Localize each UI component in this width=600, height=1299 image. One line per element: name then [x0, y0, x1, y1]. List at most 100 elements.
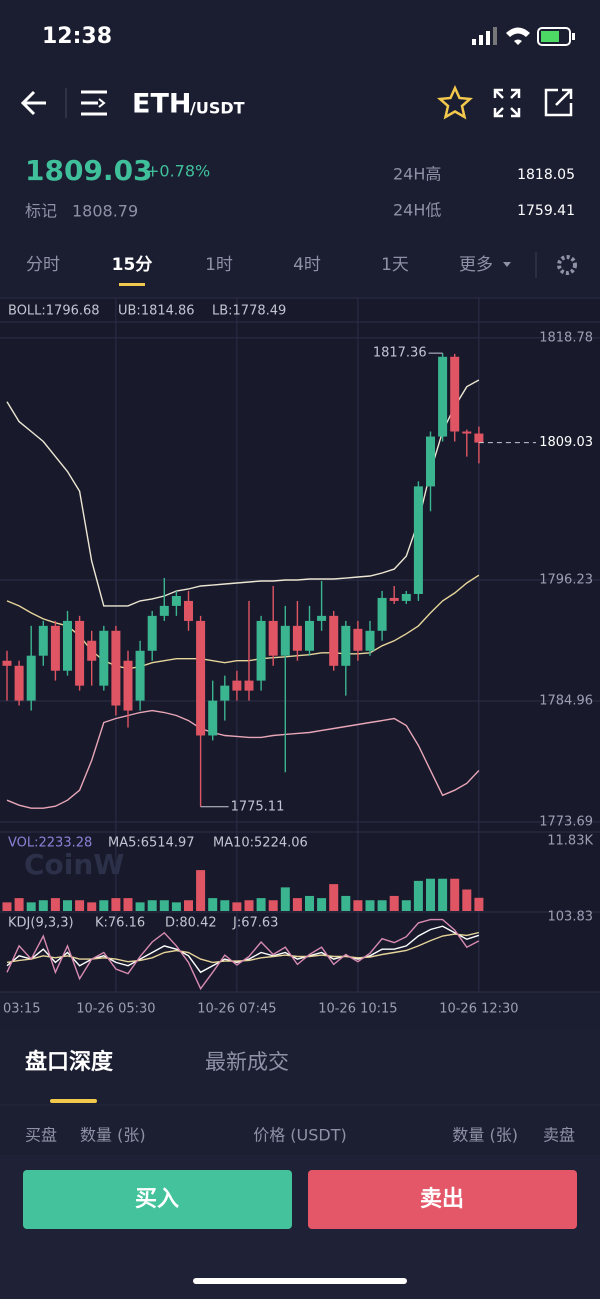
price-change: +0.78% — [146, 162, 210, 181]
volume-bar — [438, 878, 448, 911]
candle-body — [401, 593, 411, 601]
volume-bar — [196, 870, 206, 911]
candle-body — [244, 680, 254, 691]
candle-body — [208, 700, 218, 736]
sell-button[interactable]: 卖出 — [308, 1170, 577, 1229]
buy-button[interactable]: 买入 — [23, 1170, 292, 1229]
buy-button-bg[interactable] — [23, 1170, 292, 1229]
mark-label: 标记 — [25, 202, 57, 221]
indicator-label: MA10:5224.06 — [213, 836, 308, 851]
candle-body — [413, 486, 423, 594]
y-tick-label: 11.83K — [547, 834, 593, 849]
menu-button[interactable] — [81, 90, 107, 116]
volume-bar — [75, 900, 85, 911]
fullscreen-button[interactable] — [493, 88, 521, 118]
candle-body — [135, 650, 145, 701]
sell-label[interactable]: 卖出 — [420, 1186, 464, 1212]
home-indicator — [193, 1278, 407, 1284]
sell-button-bg[interactable] — [308, 1170, 577, 1229]
volume-bar — [365, 900, 375, 911]
y-tick-label: 1796.23 — [539, 573, 593, 588]
watermark: CoinW — [24, 848, 124, 881]
candle-body — [438, 356, 448, 437]
candle-body — [377, 597, 387, 631]
last-price-tag — [536, 433, 596, 452]
volume-bar — [111, 898, 121, 911]
volume-bar — [305, 895, 314, 911]
indicator-title: KDJ(9,3,3) — [8, 916, 74, 931]
status-icons — [472, 27, 575, 46]
boll-line — [6, 574, 480, 670]
volume-bar — [377, 900, 387, 911]
candle-body — [99, 630, 109, 686]
candle-body — [220, 685, 230, 701]
volume-bar — [135, 902, 145, 911]
tab-indicator — [50, 1099, 97, 1103]
volume-bar — [462, 889, 472, 911]
pair-quote[interactable]: /USDT — [190, 99, 245, 118]
candle-body — [184, 600, 193, 621]
y-tick-label: 103.83 — [548, 910, 594, 925]
orderbook-tab-active[interactable]: 盘口深度 — [25, 1049, 114, 1075]
last-price-label: 1809.03 — [539, 435, 593, 450]
volume-bar — [353, 900, 363, 911]
low-label: 24H低 — [393, 201, 441, 220]
candle-body — [159, 605, 169, 616]
orderbook-tab[interactable]: 最新成交 — [205, 1050, 289, 1074]
buy-label[interactable]: 买入 — [135, 1187, 179, 1212]
candle-body — [38, 625, 48, 656]
candle-body — [63, 620, 72, 671]
volume-bar — [184, 900, 193, 911]
volume-bar — [341, 895, 351, 911]
volume-bar — [401, 900, 411, 911]
boll-line — [6, 709, 480, 809]
column-header: 价格 (USDT) — [253, 1126, 347, 1145]
share-button[interactable] — [544, 88, 573, 117]
candle-body — [111, 630, 121, 706]
legend-label: UB:1814.86 — [118, 304, 195, 319]
dropdown-caret — [503, 262, 511, 267]
high-label: 24H高 — [393, 165, 441, 184]
interval-more[interactable]: 更多 — [459, 255, 493, 275]
volume-bar — [329, 884, 339, 911]
back-button[interactable] — [20, 90, 46, 116]
low-24h: 1759.41 — [517, 203, 575, 219]
candle-body — [317, 615, 327, 621]
candle-body — [171, 596, 181, 606]
volume-bar — [2, 902, 12, 911]
candle-body — [256, 620, 266, 681]
candle-body — [450, 356, 460, 432]
interval-tab[interactable]: 4时 — [293, 255, 321, 275]
interval-tab[interactable]: 1时 — [205, 255, 233, 275]
candle-body — [389, 597, 399, 601]
volume-bar — [171, 902, 181, 911]
interval-tab-active[interactable]: 15分 — [112, 255, 153, 275]
volume-bar — [280, 887, 290, 911]
volume-bar — [413, 880, 423, 911]
interval-tab[interactable]: 分时 — [26, 255, 60, 275]
legend-label: LB:1778.49 — [212, 304, 286, 319]
legend-label: BOLL:1796.68 — [8, 304, 100, 319]
candle-body — [353, 628, 363, 651]
column-header: 数量 (张) — [80, 1126, 146, 1145]
candle-body — [50, 625, 60, 671]
volume-bar — [14, 898, 24, 911]
volume-bar — [38, 900, 48, 911]
settings-button[interactable] — [557, 255, 577, 275]
min-label: 1775.11 — [231, 799, 285, 814]
candle-body — [26, 655, 36, 701]
candle-body — [123, 660, 133, 711]
y-tick-label: 1818.78 — [539, 330, 593, 345]
y-tick-label: 1784.96 — [539, 694, 593, 709]
volume-bar — [268, 900, 278, 911]
active-indicator — [119, 283, 145, 286]
candle-body — [462, 431, 472, 434]
indicator-label: MA5:6514.97 — [108, 836, 195, 851]
interval-tab[interactable]: 1天 — [381, 255, 409, 275]
pair-base[interactable]: ETH — [132, 89, 191, 120]
x-tick-label: 03:15 — [3, 1002, 40, 1017]
favorite-star[interactable] — [436, 84, 474, 120]
legend-label: D:80.42 — [165, 916, 217, 931]
volume-bar — [208, 898, 218, 911]
candle-body — [196, 620, 206, 736]
